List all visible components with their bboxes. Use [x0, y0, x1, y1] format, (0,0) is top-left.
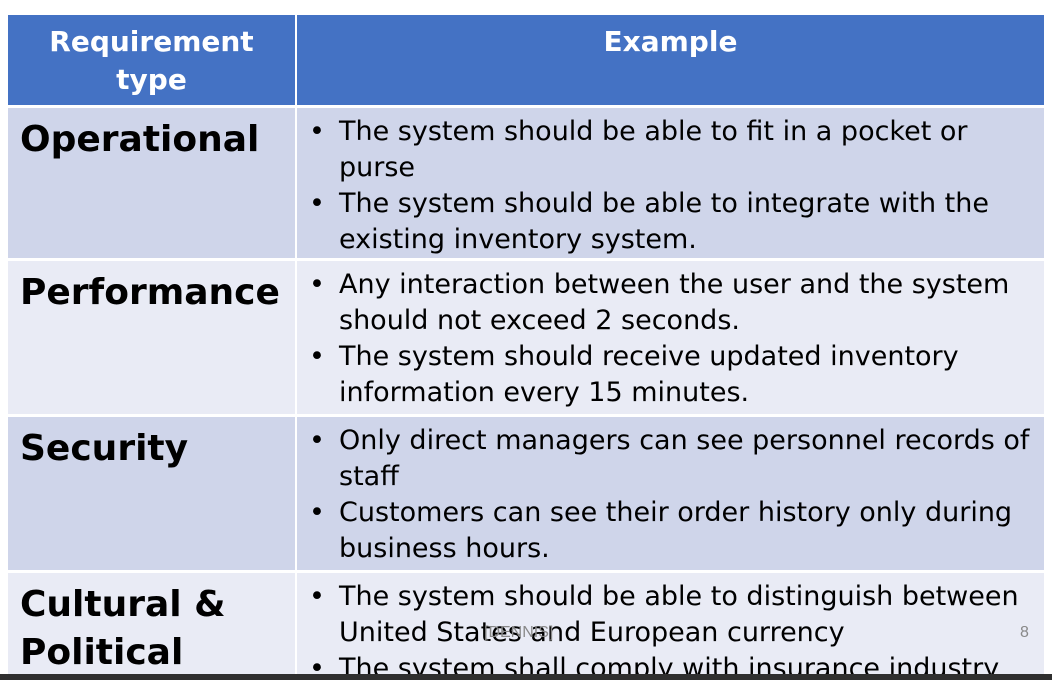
- footer-label: [DENNIS]: [484, 624, 554, 641]
- example-list: • Only direct managers can see personnel …: [309, 423, 1032, 567]
- bullet-icon: •: [309, 116, 325, 147]
- header-example: Example: [296, 15, 1044, 107]
- table-row: Cultural & Political • The system should …: [8, 570, 1044, 674]
- bullet-icon: •: [309, 497, 325, 528]
- requirements-table: Requirement type Example Operational • Th…: [8, 15, 1044, 674]
- requirement-type-cell: Performance: [8, 258, 297, 416]
- example-text: The system should receive updated invent…: [339, 341, 959, 408]
- table-row: Security • Only direct managers can see p…: [8, 414, 1044, 572]
- page-number: 8: [1020, 624, 1029, 641]
- example-cell: • Any interaction between the user and th…: [296, 258, 1044, 416]
- requirement-type-cell: Cultural & Political: [8, 570, 297, 674]
- table-row: Performance • Any interaction between the…: [8, 258, 1044, 416]
- bullet-icon: •: [309, 653, 325, 674]
- requirement-type-cell: Operational: [8, 105, 297, 260]
- bullet-icon: •: [309, 341, 325, 372]
- example-item: • The system should be able to fit in a p…: [309, 114, 1032, 186]
- example-text: Only direct managers can see personnel r…: [339, 425, 1030, 492]
- bottom-bar: [0, 674, 1052, 680]
- example-item: • The system shall comply with insurance …: [309, 651, 1032, 674]
- example-text: Any interaction between the user and the…: [339, 269, 1010, 336]
- example-item: • The system should be able to integrate …: [309, 186, 1032, 258]
- example-item: • The system should be able to distinguis…: [309, 579, 1032, 651]
- requirement-type-cell: Security: [8, 414, 297, 572]
- table-row: Operational • The system should be able t…: [8, 105, 1044, 260]
- example-item: • Any interaction between the user and th…: [309, 267, 1032, 339]
- header-requirement-type: Requirement type: [8, 15, 297, 107]
- bullet-icon: •: [309, 425, 325, 456]
- example-text: Customers can see their order history on…: [339, 497, 1013, 564]
- example-text: The system should be able to distinguish…: [339, 581, 1019, 648]
- example-text: The system should be able to fit in a po…: [339, 116, 968, 183]
- example-item: • Customers can see their order history o…: [309, 495, 1032, 567]
- example-list: • Any interaction between the user and th…: [309, 267, 1032, 411]
- bullet-icon: •: [309, 188, 325, 219]
- bullet-icon: •: [309, 269, 325, 300]
- example-text: The system should be able to integrate w…: [339, 188, 989, 255]
- example-list: • The system should be able to fit in a p…: [309, 114, 1032, 258]
- example-item: • Only direct managers can see personnel …: [309, 423, 1032, 495]
- example-item: • The system should receive updated inven…: [309, 339, 1032, 411]
- table-header-row: Requirement type Example: [8, 15, 1044, 107]
- example-text: The system shall comply with insurance i…: [339, 653, 1000, 674]
- bullet-icon: •: [309, 581, 325, 612]
- example-list: • The system should be able to distinguis…: [309, 579, 1032, 674]
- example-cell: • The system should be able to fit in a p…: [296, 105, 1044, 260]
- example-cell: • The system should be able to distinguis…: [296, 570, 1044, 674]
- example-cell: • Only direct managers can see personnel …: [296, 414, 1044, 572]
